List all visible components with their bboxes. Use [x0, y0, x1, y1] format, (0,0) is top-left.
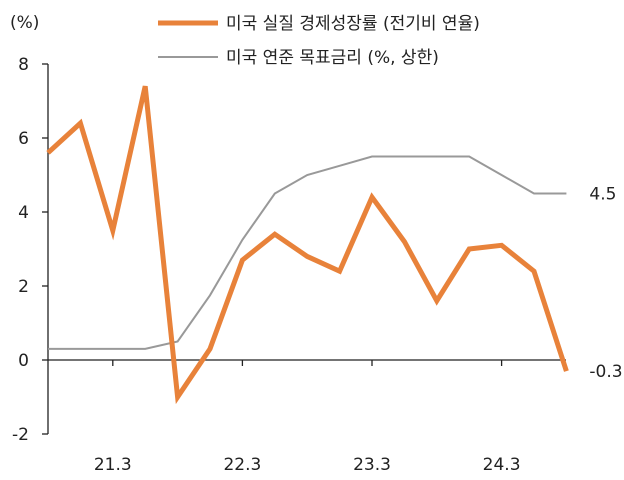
legend-label-growth: 미국 실질 경제성장률 (전기비 연율): [226, 14, 480, 34]
x-axis: 21.3 22.3 23.3 24.3: [48, 359, 566, 475]
series-layer: 4.5 -0.3: [46, 85, 623, 405]
y-tick-label: 6: [18, 129, 29, 149]
legend: 미국 실질 경제성장률 (전기비 연율) 미국 연준 목표금리 (%, 상한): [158, 14, 480, 68]
y-tick-label: 8: [18, 55, 29, 75]
growth-end-label: -0.3: [589, 362, 622, 382]
y-tick-label: -2: [12, 425, 29, 445]
x-tick-label: 23.3: [353, 455, 391, 475]
fed-rate-line: [48, 155, 567, 350]
fed-end-label: 4.5: [589, 185, 616, 205]
x-tick-label: 22.3: [223, 455, 261, 475]
x-tick-label: 21.3: [94, 455, 132, 475]
legend-label-fed: 미국 연준 목표금리 (%, 상한): [226, 48, 439, 68]
y-tick-label: 2: [18, 277, 29, 297]
y-tick-label: 0: [18, 351, 29, 371]
growth-rate-line: [46, 85, 569, 405]
y-unit-label: (%): [10, 13, 39, 33]
x-tick-label: 24.3: [483, 455, 521, 475]
y-axis: -2 0 2 4 6 8: [12, 55, 49, 445]
y-tick-label: 4: [18, 203, 29, 223]
